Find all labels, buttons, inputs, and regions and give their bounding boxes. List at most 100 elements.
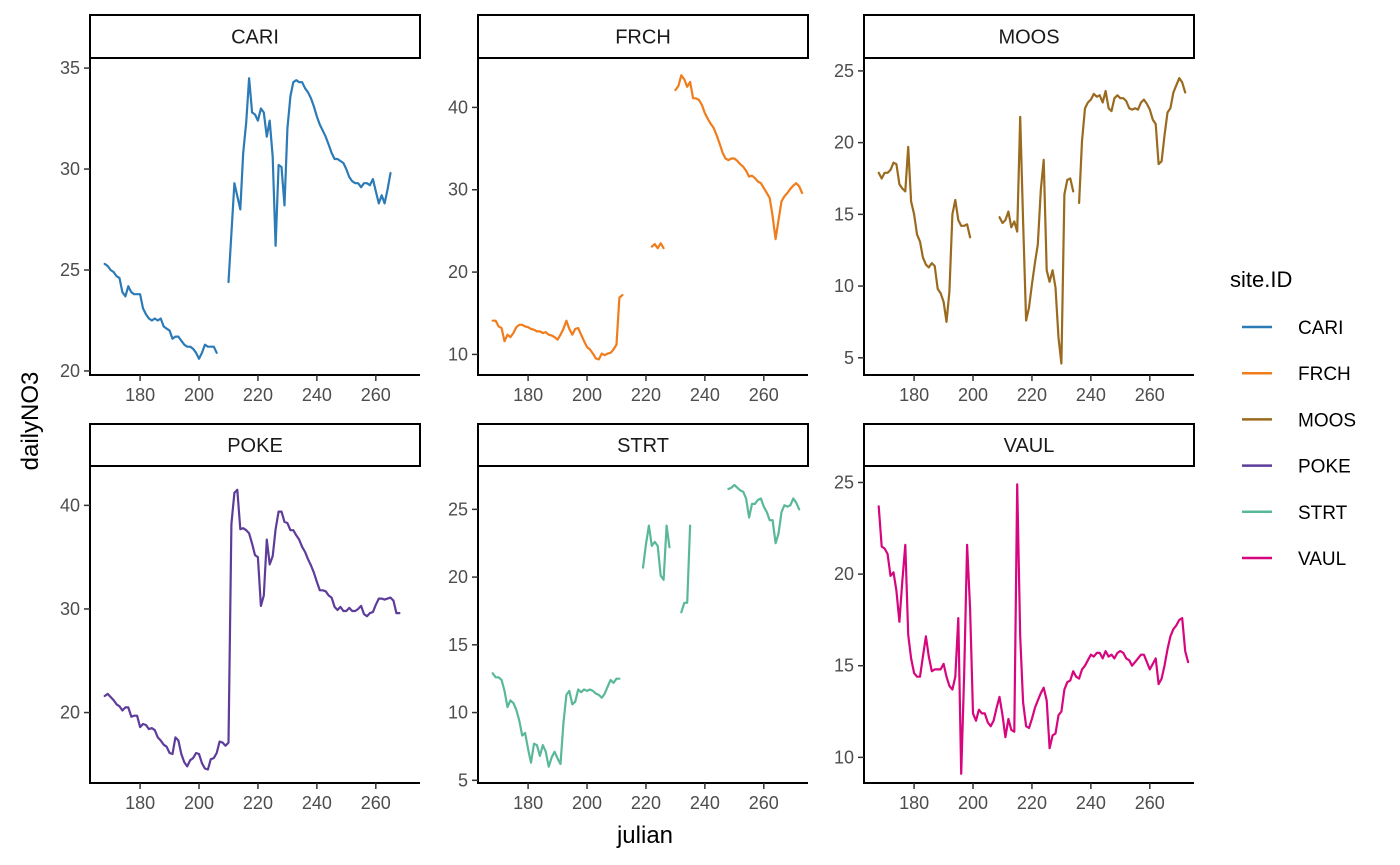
x-tick-label: 240 [302, 793, 332, 813]
x-tick-label: 220 [243, 385, 273, 405]
y-tick-label: 25 [834, 61, 854, 81]
legend: site.ID CARI FRCH MOOS POKE STRT VAUL [1230, 267, 1356, 570]
y-tick-label: 5 [844, 348, 854, 368]
facet-strip-label: MOOS [998, 27, 1059, 49]
legend-label: FRCH [1298, 364, 1351, 385]
facet-strip [863, 423, 1195, 467]
legend-label: POKE [1298, 457, 1351, 478]
panel-frch: FRCH 10 20 30 40 180 200 220 240 260 [448, 14, 809, 405]
x-tick-label: 180 [899, 385, 929, 405]
y-tick-label: 25 [834, 472, 854, 492]
facet-strip [477, 14, 809, 59]
y-tick-label: 30 [448, 180, 468, 200]
series-line-cari [227, 77, 392, 284]
series-line-frch [491, 294, 624, 361]
series-line-moos [877, 145, 972, 323]
series-line-strt [727, 483, 801, 545]
y-tick-label: 20 [448, 262, 468, 282]
y-tick-label: 40 [448, 97, 468, 117]
x-tick-label: 240 [690, 793, 720, 813]
x-tick-label: 200 [958, 385, 988, 405]
facet-strip-label: STRT [617, 435, 669, 457]
y-tick-label: 20 [834, 133, 854, 153]
y-tick-label: 25 [448, 499, 468, 519]
x-tick-label: 220 [631, 385, 661, 405]
panel-poke: POKE 20 30 40 180 200 220 240 260 [60, 423, 421, 813]
legend-title: site.ID [1230, 267, 1292, 292]
panel-vaul: VAUL 10 15 20 25 180 200 220 240 260 [834, 423, 1195, 813]
facet-strip [89, 423, 421, 467]
legend-item-moos: MOOS [1242, 410, 1356, 431]
y-tick-label: 10 [448, 703, 468, 723]
panel-moos: MOOS 5 10 15 20 25 180 200 220 240 260 [834, 14, 1195, 405]
y-tick-label: 10 [834, 747, 854, 767]
panels-layer: CARI 20 25 30 35 180 200 220 240 260 FRCH 10 20 30 40 1… [60, 14, 1195, 813]
legend-item-frch: FRCH [1242, 364, 1351, 385]
x-tick-label: 220 [631, 793, 661, 813]
facet-strip-label: FRCH [615, 27, 671, 49]
series-line-cari [103, 262, 218, 360]
x-tick-label: 180 [513, 793, 543, 813]
legend-item-poke: POKE [1242, 457, 1351, 478]
y-tick-label: 20 [60, 703, 80, 723]
y-tick-label: 30 [60, 599, 80, 619]
x-tick-label: 200 [958, 793, 988, 813]
x-tick-label: 220 [1017, 385, 1047, 405]
legend-item-cari: CARI [1242, 318, 1343, 339]
y-tick-label: 15 [834, 656, 854, 676]
facet-strip [89, 14, 421, 59]
series-line-frch [674, 74, 804, 241]
series-line-poke [103, 488, 401, 771]
legend-label: STRT [1298, 503, 1348, 524]
y-tick-label: 15 [834, 204, 854, 224]
series-line-frch [650, 242, 665, 250]
x-tick-label: 240 [690, 385, 720, 405]
y-tick-label: 20 [834, 564, 854, 584]
x-axis-title: julian [616, 822, 673, 849]
x-tick-label: 220 [1017, 793, 1047, 813]
x-tick-label: 200 [184, 793, 214, 813]
y-tick-label: 30 [60, 159, 80, 179]
y-tick-label: 10 [834, 276, 854, 296]
series-line-strt [680, 524, 692, 614]
series-line-strt [491, 672, 621, 768]
y-tick-label: 15 [448, 635, 468, 655]
legend-label: MOOS [1298, 410, 1356, 431]
y-axis-title: dailyNO3 [17, 372, 44, 471]
x-tick-label: 180 [899, 793, 929, 813]
facet-strip-label: POKE [227, 435, 283, 457]
x-tick-label: 260 [749, 385, 779, 405]
series-line-vaul [877, 483, 1190, 775]
y-tick-label: 10 [448, 344, 468, 364]
x-tick-label: 200 [572, 385, 602, 405]
y-tick-label: 25 [60, 260, 80, 280]
x-tick-label: 260 [361, 793, 391, 813]
legend-label: CARI [1298, 318, 1343, 339]
x-tick-label: 240 [1076, 793, 1106, 813]
facet-strip-label: CARI [231, 27, 279, 49]
series-line-moos [998, 115, 1075, 365]
x-tick-label: 180 [125, 793, 155, 813]
x-tick-label: 200 [184, 385, 214, 405]
x-tick-label: 260 [1135, 793, 1165, 813]
x-tick-label: 260 [1135, 385, 1165, 405]
legend-item-vaul: VAUL [1242, 549, 1346, 570]
facet-strip [863, 14, 1195, 59]
x-tick-label: 220 [243, 793, 273, 813]
x-tick-label: 240 [1076, 385, 1106, 405]
legend-item-strt: STRT [1242, 503, 1348, 524]
x-tick-label: 200 [572, 793, 602, 813]
y-tick-label: 20 [448, 567, 468, 587]
panel-strt: STRT 5 10 15 20 25 180 200 220 240 260 [448, 423, 809, 813]
legend-label: VAUL [1298, 549, 1346, 570]
y-tick-label: 40 [60, 495, 80, 515]
x-tick-label: 180 [125, 385, 155, 405]
series-line-moos [1078, 77, 1187, 204]
y-tick-label: 5 [458, 770, 468, 790]
x-tick-label: 260 [749, 793, 779, 813]
series-line-strt [641, 524, 671, 581]
x-tick-label: 180 [513, 385, 543, 405]
y-tick-label: 35 [60, 58, 80, 78]
x-tick-label: 240 [302, 385, 332, 405]
